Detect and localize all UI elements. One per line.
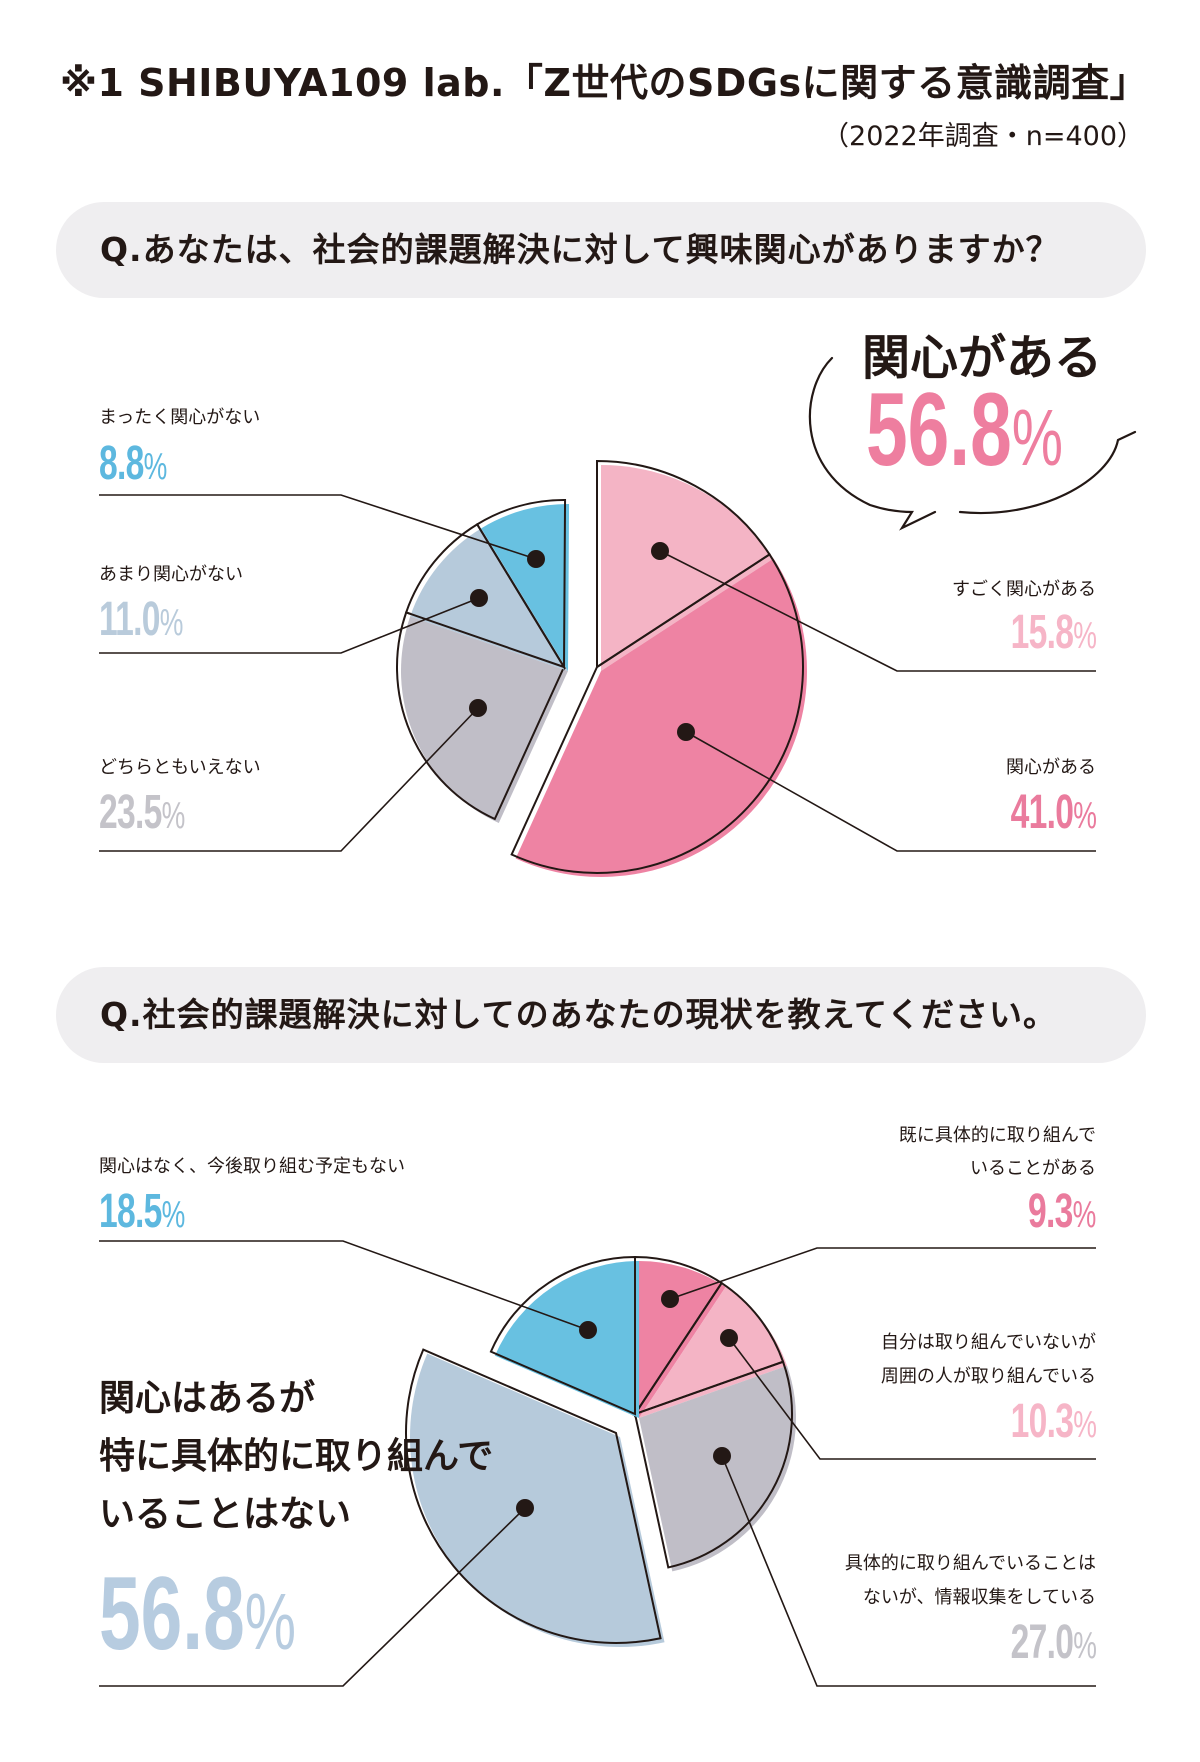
- slice-label-not-at-all: まったく関心がない: [99, 407, 261, 428]
- pie2-slice-others-acting: [639, 1287, 788, 1418]
- pie1-slice-not-at-all: [481, 504, 570, 671]
- pie2-gathering-info-dot: [713, 1447, 731, 1465]
- value: 56.8: [99, 1556, 245, 1672]
- pie1-slice-neutral: [401, 616, 568, 823]
- pie2-interested-not-acting-leader-line: [99, 1507, 526, 1687]
- value: 41: [1010, 786, 1047, 839]
- slice-value-neutral: 23.5%: [99, 789, 185, 837]
- question-1-text: Q.あなたは、社会的課題解決に対して興味関心がありますか？: [100, 230, 1060, 269]
- slice-value-gathering-info: 27.0%: [1010, 1616, 1097, 1669]
- survey-subtitle: （2022年調査・n=400）: [822, 121, 1144, 152]
- question-2-banner: Q.社会的課題解決に対してのあなたの現状を教えてください。: [56, 967, 1146, 1063]
- value: 15.8: [1010, 606, 1074, 659]
- pie2-already-acting-dot: [661, 1290, 679, 1308]
- callout-label: 関心がある: [862, 330, 1103, 386]
- pie2-slice-interested-not-acting-outline: [405, 1348, 662, 1644]
- pie1-neutral-leader-line: [99, 707, 479, 852]
- pie2-slice-gathering-info: [639, 1365, 797, 1572]
- pie2-no-interest-dot: [579, 1321, 597, 1339]
- pie1-slice-very-interested-outline: [596, 459, 771, 669]
- callout-value-number: 56.8: [866, 372, 1012, 488]
- slice-label-gathering-info: 具体的に取り組んでいることはないが、情報収集をしている: [845, 1547, 1096, 1615]
- percent-unit: %: [1073, 795, 1097, 837]
- label-line: 特に具体的に取り組んで: [99, 1436, 494, 1477]
- slice-value-interested-not-acting: 56.8%: [99, 1562, 296, 1666]
- slice-label-others-acting: 自分は取り組んでいないが 周囲の人が取り組んでいる: [881, 1326, 1096, 1394]
- pie2-already-acting-leader-line: [669, 1247, 1096, 1300]
- question-2-text: Q.社会的課題解決に対してのあなたの現状を教えてください。: [100, 995, 1057, 1034]
- label-line: いることがある: [970, 1158, 1096, 1179]
- percent-unit: %: [161, 795, 186, 837]
- slice-label-interested: 関心がある: [1006, 757, 1096, 778]
- pie2-gathering-info-leader-line: [721, 1455, 1096, 1687]
- pie1-not-much-dot: [470, 589, 488, 607]
- slice-value-interested: 41.0%: [1010, 786, 1097, 839]
- value: 9.3: [1028, 1185, 1074, 1238]
- pie2-slice-others-acting-outline: [632, 1281, 785, 1416]
- percent-unit: %: [1073, 1404, 1097, 1446]
- callout-value: 56.8%: [866, 378, 1063, 482]
- pie1-not-at-all-dot: [527, 550, 545, 568]
- slice-value-not-much: 11.0%: [99, 593, 184, 646]
- slice-label-interested-not-acting: 関心はあるが特に具体的に取り組んで いることはない: [99, 1370, 493, 1544]
- pie1-interested-dot: [677, 723, 695, 741]
- value: 23.5: [99, 786, 162, 839]
- label-line: 関心はあるが: [99, 1378, 316, 1419]
- pie1-slice-very-interested: [601, 465, 774, 671]
- label-line: ないが、情報収集をしている: [862, 1587, 1096, 1608]
- pie1-not-much-leader-line: [99, 597, 480, 654]
- pie2-slice-interested-not-acting: [410, 1353, 665, 1647]
- percent-unit: %: [1011, 393, 1063, 482]
- slice-label-already-acting: 既に具体的に取り組んでいることがある: [899, 1119, 1096, 1185]
- label-line: いることはない: [99, 1494, 352, 1535]
- pie1-interested-leader-line: [685, 731, 1096, 852]
- pie1-neutral-dot: [469, 699, 487, 717]
- pie2-others-acting-dot: [720, 1329, 738, 1347]
- pie2-others-acting-leader-line: [728, 1337, 1096, 1460]
- value: 10.3: [1010, 1395, 1074, 1448]
- label-line: 既に具体的に取り組んで: [898, 1125, 1096, 1146]
- slice-label-no-interest: 関心はなく、今後取り組む予定もない: [99, 1156, 405, 1177]
- pie1-slice-not-much: [410, 528, 568, 671]
- label-line: 具体的に取り組んでいることは: [844, 1553, 1096, 1574]
- pie1-slice-interested: [515, 558, 808, 877]
- percent-unit: %: [159, 602, 184, 644]
- value: 11: [99, 593, 134, 646]
- label-line: 周囲の人が取り組んでいる: [880, 1366, 1096, 1387]
- pie1-slice-not-at-all-outline: [475, 499, 567, 671]
- value: 27: [1010, 1616, 1047, 1669]
- percent-unit: %: [161, 1194, 186, 1236]
- value: 8.8: [99, 437, 144, 490]
- percent-unit: %: [143, 446, 168, 488]
- pie2-no-interest-leader-line: [99, 1240, 589, 1331]
- pie1-slice-not-much-outline: [404, 522, 567, 669]
- slice-value-not-at-all: 8.8%: [99, 440, 167, 488]
- speech-bubble-outline: [808, 356, 1137, 531]
- percent-unit: %: [1073, 1194, 1097, 1236]
- question-1-banner: Q.あなたは、社会的課題解決に対して興味関心がありますか？: [56, 202, 1146, 298]
- slice-label-not-much: あまり関心がない: [99, 564, 243, 585]
- pie2-slice-gathering-info-outline: [633, 1360, 793, 1569]
- pie1-not-at-all-leader-line: [99, 494, 537, 560]
- slice-label-very-interested: すごく関心がある: [952, 579, 1096, 600]
- label-line: 自分は取り組んでいないが: [880, 1332, 1096, 1353]
- slice-value-others-acting: 10.3%: [1010, 1398, 1096, 1446]
- pie1-very-interested-leader-line: [659, 550, 1096, 672]
- pie2-slice-no-interest: [494, 1261, 639, 1418]
- pie2-interested-not-acting-dot: [516, 1499, 534, 1517]
- slice-value-very-interested: 15.8%: [1010, 609, 1096, 657]
- page-title: ※1 SHIBUYA109 lab.「Z世代のSDGsに関する意識調査」: [60, 61, 1149, 105]
- pie1-very-interested-dot: [651, 542, 669, 560]
- percent-unit: %: [1073, 1625, 1097, 1667]
- pie2-slice-no-interest-outline: [489, 1255, 636, 1416]
- percent-unit: %: [1073, 615, 1097, 657]
- pie2-slice-already-acting: [639, 1261, 726, 1418]
- value: 18.5: [99, 1185, 162, 1238]
- slice-value-already-acting: 9.3%: [1028, 1188, 1096, 1236]
- percent-unit: %: [244, 1577, 296, 1666]
- pie1-slice-neutral-outline: [396, 611, 566, 821]
- slice-value-no-interest: 18.5%: [99, 1188, 185, 1236]
- slice-label-neutral: どちらともいえない: [99, 757, 261, 778]
